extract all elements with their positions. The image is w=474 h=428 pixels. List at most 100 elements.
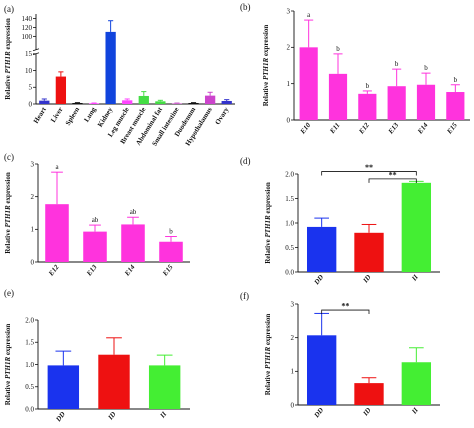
- x-category-label: II: [410, 273, 420, 283]
- bar-dd: [47, 365, 80, 409]
- y-tick-label: 3: [291, 300, 295, 308]
- y-axis-label: Relative PTH1R expression: [264, 314, 272, 396]
- bar-id: [354, 383, 384, 405]
- bar-small-intestine: [171, 103, 183, 104]
- bar-ii: [401, 182, 432, 272]
- x-category-label: II: [158, 410, 168, 420]
- y-tick-label: 3: [31, 160, 35, 168]
- bar-heart: [39, 100, 50, 104]
- y-tick-label: 2: [31, 193, 35, 201]
- bar-leg-muscle: [122, 100, 133, 104]
- significance-mark: **: [389, 170, 397, 179]
- y-tick-label: 1.5: [25, 339, 34, 347]
- significance-mark: **: [341, 302, 349, 311]
- bar-liver: [55, 76, 67, 104]
- bar-dd: [306, 226, 337, 272]
- x-category-label: E13: [84, 263, 98, 278]
- significance-letter: b: [395, 60, 399, 68]
- y-axis-label: Relative PTH1R expression: [262, 25, 270, 107]
- significance-letter: ab: [92, 216, 99, 224]
- x-category-label: DD: [312, 273, 325, 287]
- x-category-label: ID: [361, 273, 373, 285]
- bar-lung: [88, 103, 100, 104]
- bar-spleen: [72, 102, 83, 104]
- x-category-label: II: [410, 406, 420, 416]
- significance-letter: a: [307, 11, 311, 19]
- bar-e13: [83, 231, 107, 262]
- bar-hypothalamus: [204, 95, 216, 104]
- significance-letter: b: [336, 45, 340, 53]
- significance-bracket: [368, 178, 417, 183]
- panel-label: (d): [240, 156, 251, 166]
- significance-letter: a: [55, 163, 59, 171]
- bar-breast-muscle: [138, 95, 149, 104]
- y-tick-label: 0.5: [285, 244, 294, 252]
- panel-b: (b) Relative PTH1R expression 0 1 2 3 a E10 b E11…: [240, 2, 470, 136]
- bar-ii: [401, 362, 432, 405]
- panel-label: (f): [240, 291, 249, 301]
- y-tick-label: 0.0: [25, 405, 34, 413]
- significance-bracket: [321, 171, 417, 176]
- y-tick-label: 5: [29, 84, 33, 92]
- x-category-label: DD: [54, 410, 67, 424]
- bar-e12: [358, 93, 377, 120]
- x-category-label: DD: [312, 406, 325, 420]
- x-category-label: Heart: [32, 105, 48, 125]
- bar-id: [354, 232, 384, 272]
- y-tick-label: 0: [287, 116, 291, 124]
- y-tick-label: 1: [291, 368, 295, 376]
- y-tick-label: 1.5: [285, 195, 294, 203]
- y-axis-label: Relative PTH1R expression: [4, 18, 12, 100]
- panel-e: (e) Relative PTH1R expression 0.0 0.5 1.0 1.5…: [4, 288, 190, 424]
- y-tick-label: 140: [22, 15, 33, 23]
- bar-e12: [45, 204, 69, 262]
- panel-label: (a): [4, 4, 14, 14]
- bar-abdominal-fat: [155, 101, 166, 104]
- significance-mark: **: [365, 163, 373, 172]
- bar-id: [98, 354, 130, 409]
- y-tick-label: 15: [25, 50, 33, 58]
- y-tick-label: 120: [22, 24, 33, 32]
- panel-label: (e): [4, 288, 14, 298]
- y-tick-label: 100: [22, 33, 33, 41]
- y-tick-label: 1: [31, 226, 35, 234]
- bar-e10: [299, 47, 318, 121]
- y-tick-label: 1: [287, 80, 291, 88]
- y-tick-label: 0: [291, 401, 295, 409]
- bar-dd: [306, 335, 337, 405]
- x-category-label: E12: [46, 263, 60, 278]
- significance-letter: b: [454, 76, 458, 84]
- x-category-label: Lung: [82, 105, 98, 123]
- bar-e15: [446, 92, 465, 120]
- x-category-label: ID: [361, 406, 373, 418]
- y-tick-label: 2.0: [25, 316, 34, 324]
- significance-letter: b: [169, 228, 173, 236]
- x-category-label: E14: [415, 121, 429, 136]
- panel-label: (c): [4, 152, 14, 162]
- panel-label: (b): [240, 2, 251, 12]
- panel-d: (d) Relative PTH1R expression 0.0 0.5 1.0 1.5…: [240, 156, 440, 287]
- x-category-label: E14: [122, 263, 136, 278]
- significance-letter: b: [366, 82, 370, 90]
- x-category-label: Spleen: [64, 106, 81, 127]
- panel-c: (c) Relative PTH1R expression 0 1 2 3 a E12 ab E1…: [4, 152, 190, 278]
- x-category-label: E11: [328, 121, 342, 136]
- y-axis-label: Relative PTH1R expression: [4, 324, 12, 406]
- bar-kidney: [105, 31, 116, 104]
- x-category-label: Ovary: [214, 105, 231, 126]
- bar-e15: [159, 241, 183, 262]
- bar-ii: [148, 365, 181, 409]
- y-axis-label: Relative PTH1R expression: [264, 182, 272, 264]
- y-tick-label: 0.5: [25, 383, 34, 391]
- axis-break-mark: [32, 48, 40, 52]
- y-axis-label: Relative PTH1R expression: [4, 172, 12, 254]
- significance-letter: b: [424, 64, 428, 72]
- y-tick-label: 1.0: [285, 219, 294, 227]
- y-tick-label: 3: [287, 7, 291, 15]
- panel-f: (f) Relative PTH1R expression 0 1 2 3 DD ID II **: [240, 291, 440, 420]
- y-tick-label: 1.0: [25, 361, 34, 369]
- y-tick-label: 10: [25, 67, 33, 75]
- x-category-label: ID: [106, 410, 118, 422]
- y-tick-label: 2.0: [285, 170, 294, 178]
